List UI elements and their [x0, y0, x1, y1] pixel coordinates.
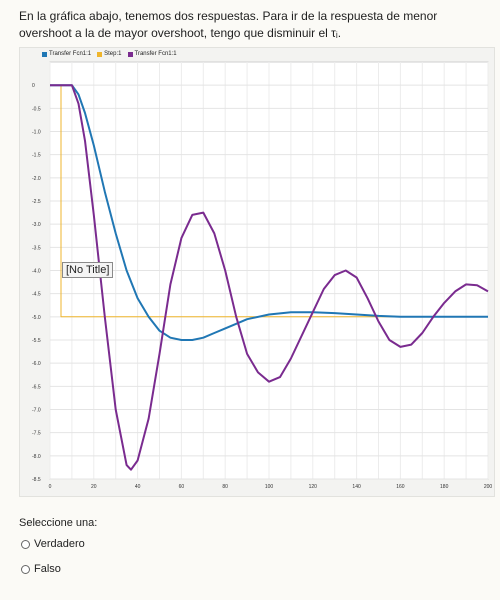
legend-item-2[interactable]: Step:1 — [97, 51, 122, 57]
y-tick-label: -5.0 — [32, 315, 41, 321]
legend-label-1: Transfer Fcn1:1 — [49, 51, 92, 57]
y-tick-label: -4.5 — [32, 292, 41, 298]
option-falso[interactable]: Falso — [21, 563, 61, 575]
legend-item-1[interactable]: Transfer Fcn1:1 — [42, 51, 91, 57]
legend-swatch-2 — [97, 51, 103, 57]
series-line-3 — [50, 84, 489, 471]
y-tick-label: -5.5 — [32, 338, 41, 344]
x-tick-label: 60 — [179, 484, 185, 490]
legend-swatch-3 — [127, 51, 133, 57]
radio-falso[interactable] — [21, 564, 30, 574]
y-tick-label: -7.5 — [32, 431, 41, 437]
y-tick-label: -4.0 — [32, 269, 41, 275]
response-plot[interactable]: 0 -0.5 -1.0 -1.5 -2.0 -2.5 -3.0 -3.5 -4.0 -4.5 -5.… — [20, 48, 494, 496]
x-tick-label: 80 — [222, 484, 228, 490]
legend-item-3[interactable]: Transfer Fcn1:1 — [127, 51, 177, 57]
legend-swatch-1 — [42, 51, 47, 57]
option-falso-label: Falso — [34, 563, 61, 575]
x-tick-label: 120 — [309, 484, 318, 490]
choice-prompt: Seleccione una: — [19, 517, 98, 529]
option-verdadero[interactable]: Verdadero — [21, 538, 85, 550]
series-line-2 — [50, 84, 488, 341]
question-text: En la gráfica abajo, tenemos dos respues… — [19, 9, 438, 40]
x-tick-label: 140 — [352, 484, 361, 490]
y-tick-label: -6.5 — [32, 384, 41, 390]
legend-label-2: Step:1 — [104, 51, 122, 57]
y-tick-label: -2.5 — [32, 199, 41, 205]
y-tick-label: -6.0 — [32, 361, 41, 367]
y-tick-label: -7.0 — [32, 408, 41, 414]
y-tick-label: -8.0 — [32, 454, 41, 460]
y-tick-label: -3.5 — [32, 245, 41, 251]
x-tick-label: 160 — [396, 484, 405, 490]
x-tick-label: 180 — [440, 484, 449, 490]
y-tick-label: 0 — [32, 83, 35, 89]
x-tick-label: 100 — [265, 484, 274, 490]
y-tick-label: -8.5 — [32, 477, 41, 483]
y-tick-label: -1.5 — [32, 153, 41, 159]
option-verdadero-label: Verdadero — [34, 538, 85, 550]
radio-verdadero[interactable] — [21, 539, 30, 549]
chart-panel: Transfer Fcn1:1 Step:1 Transfer Fcn1:1 0… — [19, 47, 495, 497]
y-tick-label: -3.0 — [32, 222, 41, 228]
y-tick-label: -0.5 — [32, 106, 41, 112]
x-tick-label: 20 — [91, 484, 97, 490]
legend-label-3: Transfer Fcn1:1 — [134, 51, 177, 57]
y-tick-label: -1.0 — [32, 130, 41, 136]
x-tick-label: 0 — [49, 484, 52, 490]
x-tick-label: 200 — [484, 484, 493, 490]
chart-legend: Transfer Fcn1:1 Step:1 Transfer Fcn1:1 — [42, 51, 177, 57]
y-tick-label: -2.0 — [32, 176, 41, 182]
data-tooltip: [No Title] — [62, 262, 114, 278]
x-tick-label: 40 — [135, 484, 141, 490]
